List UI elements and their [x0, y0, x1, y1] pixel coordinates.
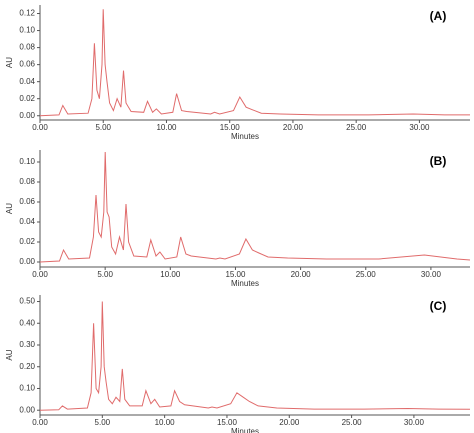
x-tick-label: 10.00 [155, 418, 176, 427]
y-axis-label: AU [5, 57, 14, 68]
y-tick-label: 0.04 [19, 77, 35, 86]
y-tick-label: 0.08 [19, 43, 35, 52]
x-axis-label: Minutes [231, 132, 259, 141]
x-tick-label: 5.00 [95, 418, 111, 427]
y-tick-label: 0.50 [19, 297, 35, 306]
x-tick-label: 0.00 [32, 123, 48, 132]
y-tick-label: 0.10 [19, 26, 35, 35]
x-tick-label: 25.00 [346, 123, 367, 132]
x-tick-label: 15.00 [225, 270, 246, 279]
y-tick-label: 0.00 [19, 257, 35, 266]
x-axis-label: Minutes [231, 427, 259, 433]
x-tick-label: 0.00 [32, 418, 48, 427]
x-tick-label: 25.00 [342, 418, 363, 427]
y-tick-label: 0.10 [19, 384, 35, 393]
y-tick-label: 0.00 [19, 111, 35, 120]
x-tick-label: 20.00 [283, 123, 304, 132]
y-tick-label: 0.20 [19, 362, 35, 371]
panel-label: (A) [430, 9, 447, 23]
y-tick-label: 0.00 [19, 405, 35, 414]
trace [39, 151, 471, 263]
x-tick-label: 30.00 [421, 270, 442, 279]
y-tick-label: 0.06 [19, 197, 35, 206]
y-axis-label: AU [5, 349, 14, 360]
y-tick-label: 0.08 [19, 177, 35, 186]
y-tick-label: 0.10 [19, 157, 35, 166]
trace [39, 301, 471, 411]
x-tick-label: 0.00 [32, 270, 48, 279]
trace [39, 9, 470, 117]
x-tick-label: 5.00 [97, 270, 113, 279]
y-tick-label: 0.02 [19, 94, 35, 103]
x-tick-label: 15.00 [220, 123, 241, 132]
y-tick-label: 0.06 [19, 60, 35, 69]
x-tick-label: 10.00 [156, 123, 177, 132]
panel-label: (C) [430, 299, 447, 313]
x-tick-label: 25.00 [356, 270, 377, 279]
x-tick-label: 30.00 [404, 418, 425, 427]
x-tick-label: 10.00 [160, 270, 181, 279]
x-tick-label: 15.00 [217, 418, 238, 427]
y-tick-label: 0.04 [19, 217, 35, 226]
y-tick-label: 0.40 [19, 318, 35, 327]
y-tick-label: 0.12 [19, 9, 35, 18]
x-tick-label: 5.00 [95, 123, 111, 132]
y-axis-label: AU [5, 203, 14, 214]
x-axis-label: Minutes [231, 279, 259, 288]
x-tick-label: 20.00 [291, 270, 312, 279]
x-tick-label: 20.00 [279, 418, 300, 427]
y-tick-label: 0.02 [19, 237, 35, 246]
x-tick-label: 30.00 [409, 123, 430, 132]
panel-label: (B) [430, 154, 447, 168]
y-tick-label: 0.30 [19, 340, 35, 349]
